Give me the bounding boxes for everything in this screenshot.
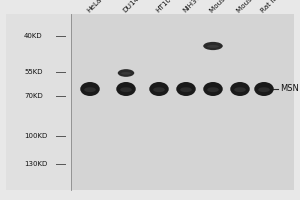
Ellipse shape — [118, 69, 134, 77]
Text: DU145: DU145 — [122, 0, 143, 14]
Text: HT1080: HT1080 — [155, 0, 179, 14]
Text: MSN: MSN — [280, 84, 299, 93]
FancyBboxPatch shape — [6, 14, 294, 190]
Text: Mouse lung: Mouse lung — [236, 0, 269, 14]
Text: 100KD: 100KD — [24, 133, 47, 139]
Ellipse shape — [180, 87, 192, 92]
Ellipse shape — [121, 72, 131, 75]
Ellipse shape — [153, 87, 165, 92]
Text: 70KD: 70KD — [24, 93, 43, 99]
Ellipse shape — [120, 87, 132, 92]
Ellipse shape — [116, 82, 136, 96]
Ellipse shape — [203, 82, 223, 96]
Ellipse shape — [149, 82, 169, 96]
Text: 55KD: 55KD — [24, 69, 43, 75]
FancyBboxPatch shape — [6, 14, 70, 190]
Ellipse shape — [207, 45, 219, 48]
Text: 130KD: 130KD — [24, 161, 47, 167]
Text: 40KD: 40KD — [24, 33, 43, 39]
Ellipse shape — [230, 82, 250, 96]
Text: Rat lung: Rat lung — [260, 0, 285, 14]
Ellipse shape — [207, 87, 219, 92]
Ellipse shape — [258, 87, 270, 92]
Ellipse shape — [80, 82, 100, 96]
Ellipse shape — [84, 87, 96, 92]
Ellipse shape — [254, 82, 274, 96]
Text: HeLa: HeLa — [86, 0, 103, 14]
Text: NIH3T3: NIH3T3 — [182, 0, 205, 14]
Text: Mouse thymus: Mouse thymus — [209, 0, 250, 14]
Ellipse shape — [176, 82, 196, 96]
Ellipse shape — [203, 42, 223, 50]
Ellipse shape — [234, 87, 246, 92]
